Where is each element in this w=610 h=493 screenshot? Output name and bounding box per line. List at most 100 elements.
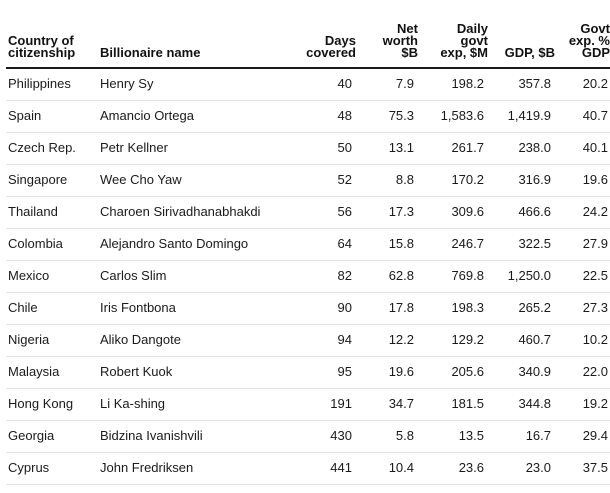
cell-gdp: 357.8 (490, 68, 557, 101)
cell-govt-exp-pct: 10.2 (557, 324, 610, 357)
billionaire-table: Country of citizenship Billionaire name … (6, 0, 610, 485)
cell-country: Mexico (6, 260, 98, 293)
cell-country: Colombia (6, 228, 98, 261)
cell-gdp: 316.9 (490, 164, 557, 197)
header-govt-pct: Govt exp. % GDP (557, 0, 610, 69)
cell-days-covered: 50 (298, 132, 358, 165)
cell-billionaire-name: Iris Fontbona (98, 292, 298, 325)
table-header: Country of citizenship Billionaire name … (6, 0, 610, 69)
table-row: Thailand Charoen Sirivadhanabhakdi 56 17.3 3… (6, 196, 610, 229)
header-govt-line3: GDP (581, 45, 610, 60)
table-row: Czech Rep. Petr Kellner 50 13.1 261.7 238.0 40… (6, 132, 610, 165)
cell-gdp: 340.9 (490, 356, 557, 389)
header-net-line3: $B (401, 45, 418, 60)
header-country-line1: Country of (8, 33, 74, 48)
cell-days-covered: 40 (298, 68, 358, 101)
cell-net-worth: 62.8 (358, 260, 420, 293)
cell-gdp: 322.5 (490, 228, 557, 261)
cell-country: Singapore (6, 164, 98, 197)
cell-days-covered: 90 (298, 292, 358, 325)
cell-billionaire-name: Henry Sy (98, 68, 298, 101)
cell-daily-govt-exp: 246.7 (420, 228, 490, 261)
cell-billionaire-name: Amancio Ortega (98, 100, 298, 133)
table-row: Philippines Henry Sy 40 7.9 198.2 357.8 20.2 (6, 68, 610, 101)
cell-daily-govt-exp: 129.2 (420, 324, 490, 357)
cell-billionaire-name: Charoen Sirivadhanabhakdi (98, 196, 298, 229)
table-row: Singapore Wee Cho Yaw 52 8.8 170.2 316.9 19.6 (6, 164, 610, 197)
cell-daily-govt-exp: 13.5 (420, 420, 490, 453)
cell-net-worth: 12.2 (358, 324, 420, 357)
header-days-line1: Days (324, 33, 356, 48)
cell-net-worth: 15.8 (358, 228, 420, 261)
cell-days-covered: 95 (298, 356, 358, 389)
cell-govt-exp-pct: 27.3 (557, 292, 610, 325)
cell-billionaire-name: Alejandro Santo Domingo (98, 228, 298, 261)
cell-daily-govt-exp: 309.6 (420, 196, 490, 229)
cell-country: Thailand (6, 196, 98, 229)
cell-net-worth: 10.4 (358, 452, 420, 485)
header-net-line1: Net (397, 21, 418, 36)
cell-billionaire-name: Petr Kellner (98, 132, 298, 165)
cell-gdp: 238.0 (490, 132, 557, 165)
cell-country: Georgia (6, 420, 98, 453)
cell-gdp: 265.2 (490, 292, 557, 325)
table-row: Mexico Carlos Slim 82 62.8 769.8 1,250.0 22.5 (6, 260, 610, 293)
cell-billionaire-name: Bidzina Ivanishvili (98, 420, 298, 453)
cell-country: Philippines (6, 68, 98, 101)
cell-daily-govt-exp: 170.2 (420, 164, 490, 197)
header-gdp: GDP, $B (490, 0, 557, 69)
table-row: Colombia Alejandro Santo Domingo 64 15.8 246… (6, 228, 610, 261)
cell-net-worth: 75.3 (358, 100, 420, 133)
cell-billionaire-name: Robert Kuok (98, 356, 298, 389)
cell-net-worth: 17.8 (358, 292, 420, 325)
header-net-line2: worth (382, 33, 418, 48)
cell-net-worth: 13.1 (358, 132, 420, 165)
table-row: Spain Amancio Ortega 48 75.3 1,583.6 1,419.9 4… (6, 100, 610, 133)
cell-daily-govt-exp: 769.8 (420, 260, 490, 293)
cell-net-worth: 19.6 (358, 356, 420, 389)
header-days-line2: covered (306, 45, 356, 60)
table-row: Nigeria Aliko Dangote 94 12.2 129.2 460.7 10.2 (6, 324, 610, 357)
cell-daily-govt-exp: 198.2 (420, 68, 490, 101)
table-row: Hong Kong Li Ka-shing 191 34.7 181.5 344.8 19.… (6, 388, 610, 421)
header-daily-line1: Daily (456, 21, 488, 36)
cell-gdp: 1,419.9 (490, 100, 557, 133)
cell-days-covered: 82 (298, 260, 358, 293)
cell-country: Cyprus (6, 452, 98, 485)
cell-daily-govt-exp: 198.3 (420, 292, 490, 325)
cell-days-covered: 52 (298, 164, 358, 197)
cell-net-worth: 8.8 (358, 164, 420, 197)
cell-days-covered: 64 (298, 228, 358, 261)
cell-country: Hong Kong (6, 388, 98, 421)
cell-gdp: 466.6 (490, 196, 557, 229)
cell-govt-exp-pct: 40.7 (557, 100, 610, 133)
cell-govt-exp-pct: 19.2 (557, 388, 610, 421)
cell-net-worth: 5.8 (358, 420, 420, 453)
cell-daily-govt-exp: 261.7 (420, 132, 490, 165)
cell-country: Czech Rep. (6, 132, 98, 165)
header-net-worth: Net worth $B (358, 0, 420, 69)
table-row: Malaysia Robert Kuok 95 19.6 205.6 340.9 22.0 (6, 356, 610, 389)
cell-govt-exp-pct: 29.4 (557, 420, 610, 453)
cell-govt-exp-pct: 19.6 (557, 164, 610, 197)
cell-days-covered: 191 (298, 388, 358, 421)
cell-country: Spain (6, 100, 98, 133)
cell-days-covered: 94 (298, 324, 358, 357)
cell-gdp: 16.7 (490, 420, 557, 453)
cell-days-covered: 56 (298, 196, 358, 229)
cell-days-covered: 430 (298, 420, 358, 453)
cell-days-covered: 441 (298, 452, 358, 485)
cell-govt-exp-pct: 20.2 (557, 68, 610, 101)
cell-net-worth: 34.7 (358, 388, 420, 421)
header-gdp-label: GDP, $B (504, 45, 555, 60)
cell-billionaire-name: John Fredriksen (98, 452, 298, 485)
cell-country: Malaysia (6, 356, 98, 389)
cell-net-worth: 7.9 (358, 68, 420, 101)
cell-govt-exp-pct: 22.5 (557, 260, 610, 293)
cell-billionaire-name: Carlos Slim (98, 260, 298, 293)
cell-gdp: 344.8 (490, 388, 557, 421)
cell-gdp: 1,250.0 (490, 260, 557, 293)
cell-daily-govt-exp: 1,583.6 (420, 100, 490, 133)
cell-govt-exp-pct: 22.0 (557, 356, 610, 389)
cell-govt-exp-pct: 37.5 (557, 452, 610, 485)
